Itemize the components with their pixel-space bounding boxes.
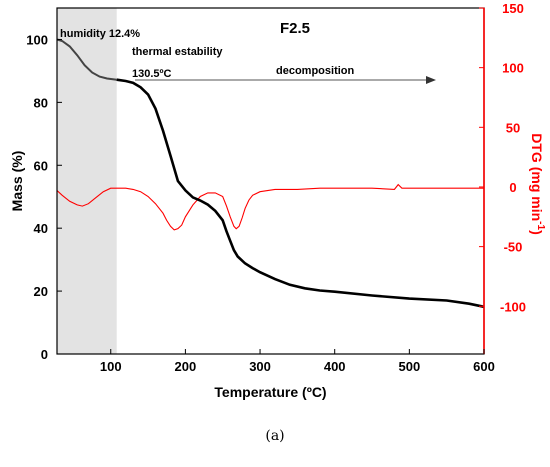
chart-title: F2.5	[280, 20, 310, 37]
plot-frame	[56, 7, 485, 355]
x-tick-label: 300	[249, 359, 271, 374]
x-tick-label: 600	[473, 359, 495, 374]
left-tick-label: 40	[34, 221, 48, 236]
humidity-shaded-region	[57, 8, 117, 354]
figure-caption: (a)	[265, 428, 285, 444]
left-axis-ticks: 0 20 40 60 80 100	[26, 32, 62, 362]
decomposition-annotation: decomposition	[276, 65, 355, 77]
right-tick-label: 100	[502, 61, 524, 76]
thermal-stability-temperature: 130.5ºC	[132, 68, 172, 80]
thermal-stability-annotation: thermal estability	[132, 46, 223, 58]
right-axis-label: DTG (mg min-1)	[529, 133, 546, 234]
dtg-curve	[56, 183, 484, 231]
left-tick-label: 20	[34, 284, 48, 299]
right-tick-label: 50	[506, 120, 520, 135]
right-tick-label: -50	[504, 240, 523, 255]
right-axis-label-exponent: -1	[535, 221, 546, 230]
left-tick-label: 100	[26, 32, 48, 47]
x-axis-label: Temperature (ºC)	[214, 384, 326, 400]
x-axis-ticks: 100 200 300 400 500 600	[100, 349, 495, 374]
right-axis-label-close: )	[529, 230, 545, 235]
x-tick-label: 100	[100, 359, 122, 374]
humidity-annotation: humidity 12.4%	[60, 28, 140, 40]
right-tick-label: -100	[500, 299, 526, 314]
left-tick-label: 0	[41, 347, 48, 362]
left-tick-label: 60	[34, 158, 48, 173]
x-tick-label: 200	[175, 359, 197, 374]
x-tick-label: 400	[324, 359, 346, 374]
mass-curve	[116, 78, 485, 309]
right-axis-label-main: DTG (mg min	[529, 133, 545, 221]
left-tick-label: 80	[34, 95, 48, 110]
right-tick-label: 0	[509, 180, 516, 195]
right-tick-label: 150	[502, 1, 524, 16]
decomposition-arrowhead	[426, 76, 436, 84]
x-tick-label: 500	[398, 359, 420, 374]
right-axis-ticks: 150 100 50 0 -50 -100	[479, 1, 526, 314]
left-axis-label: Mass (%)	[9, 151, 25, 212]
mass-curve-humidity-segment	[56, 38, 117, 81]
